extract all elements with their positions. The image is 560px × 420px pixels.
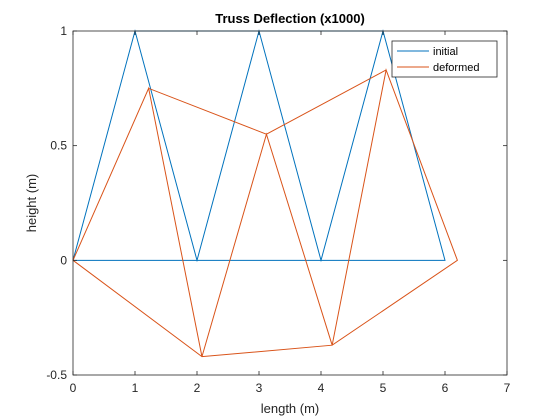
x-tick-label: 4 xyxy=(318,381,325,395)
x-tick-label: 2 xyxy=(194,381,201,395)
x-tick-label: 6 xyxy=(442,381,449,395)
y-tick-label: 1 xyxy=(60,24,67,38)
y-axis-label: height (m) xyxy=(24,174,39,233)
legend-label-initial: initial xyxy=(433,46,458,58)
series-layer xyxy=(72,29,459,358)
x-tick-label: 7 xyxy=(504,381,511,395)
ticks-layer: 0 1 2 3 4 5 6 7-0.500.51 xyxy=(46,24,510,395)
legend-box xyxy=(391,40,498,78)
x-tick-label: 1 xyxy=(132,381,139,395)
y-tick-label: -0.5 xyxy=(46,368,67,382)
chart-title: Truss Deflection (x1000) xyxy=(215,11,365,26)
plot-area xyxy=(73,31,507,375)
legend: initial deformed xyxy=(391,40,498,78)
x-tick-label: 3 xyxy=(256,381,263,395)
legend-label-deformed: deformed xyxy=(433,62,479,74)
series-line-initial xyxy=(72,29,446,263)
x-axis-label: length (m) xyxy=(261,401,320,416)
series-line-deformed xyxy=(72,68,459,358)
y-tick-label: 0 xyxy=(60,253,67,267)
y-tick-label: 0.5 xyxy=(50,139,67,153)
x-tick-label: 5 xyxy=(380,381,387,395)
x-tick-label: 0 xyxy=(70,381,77,395)
axes-box xyxy=(72,30,508,376)
